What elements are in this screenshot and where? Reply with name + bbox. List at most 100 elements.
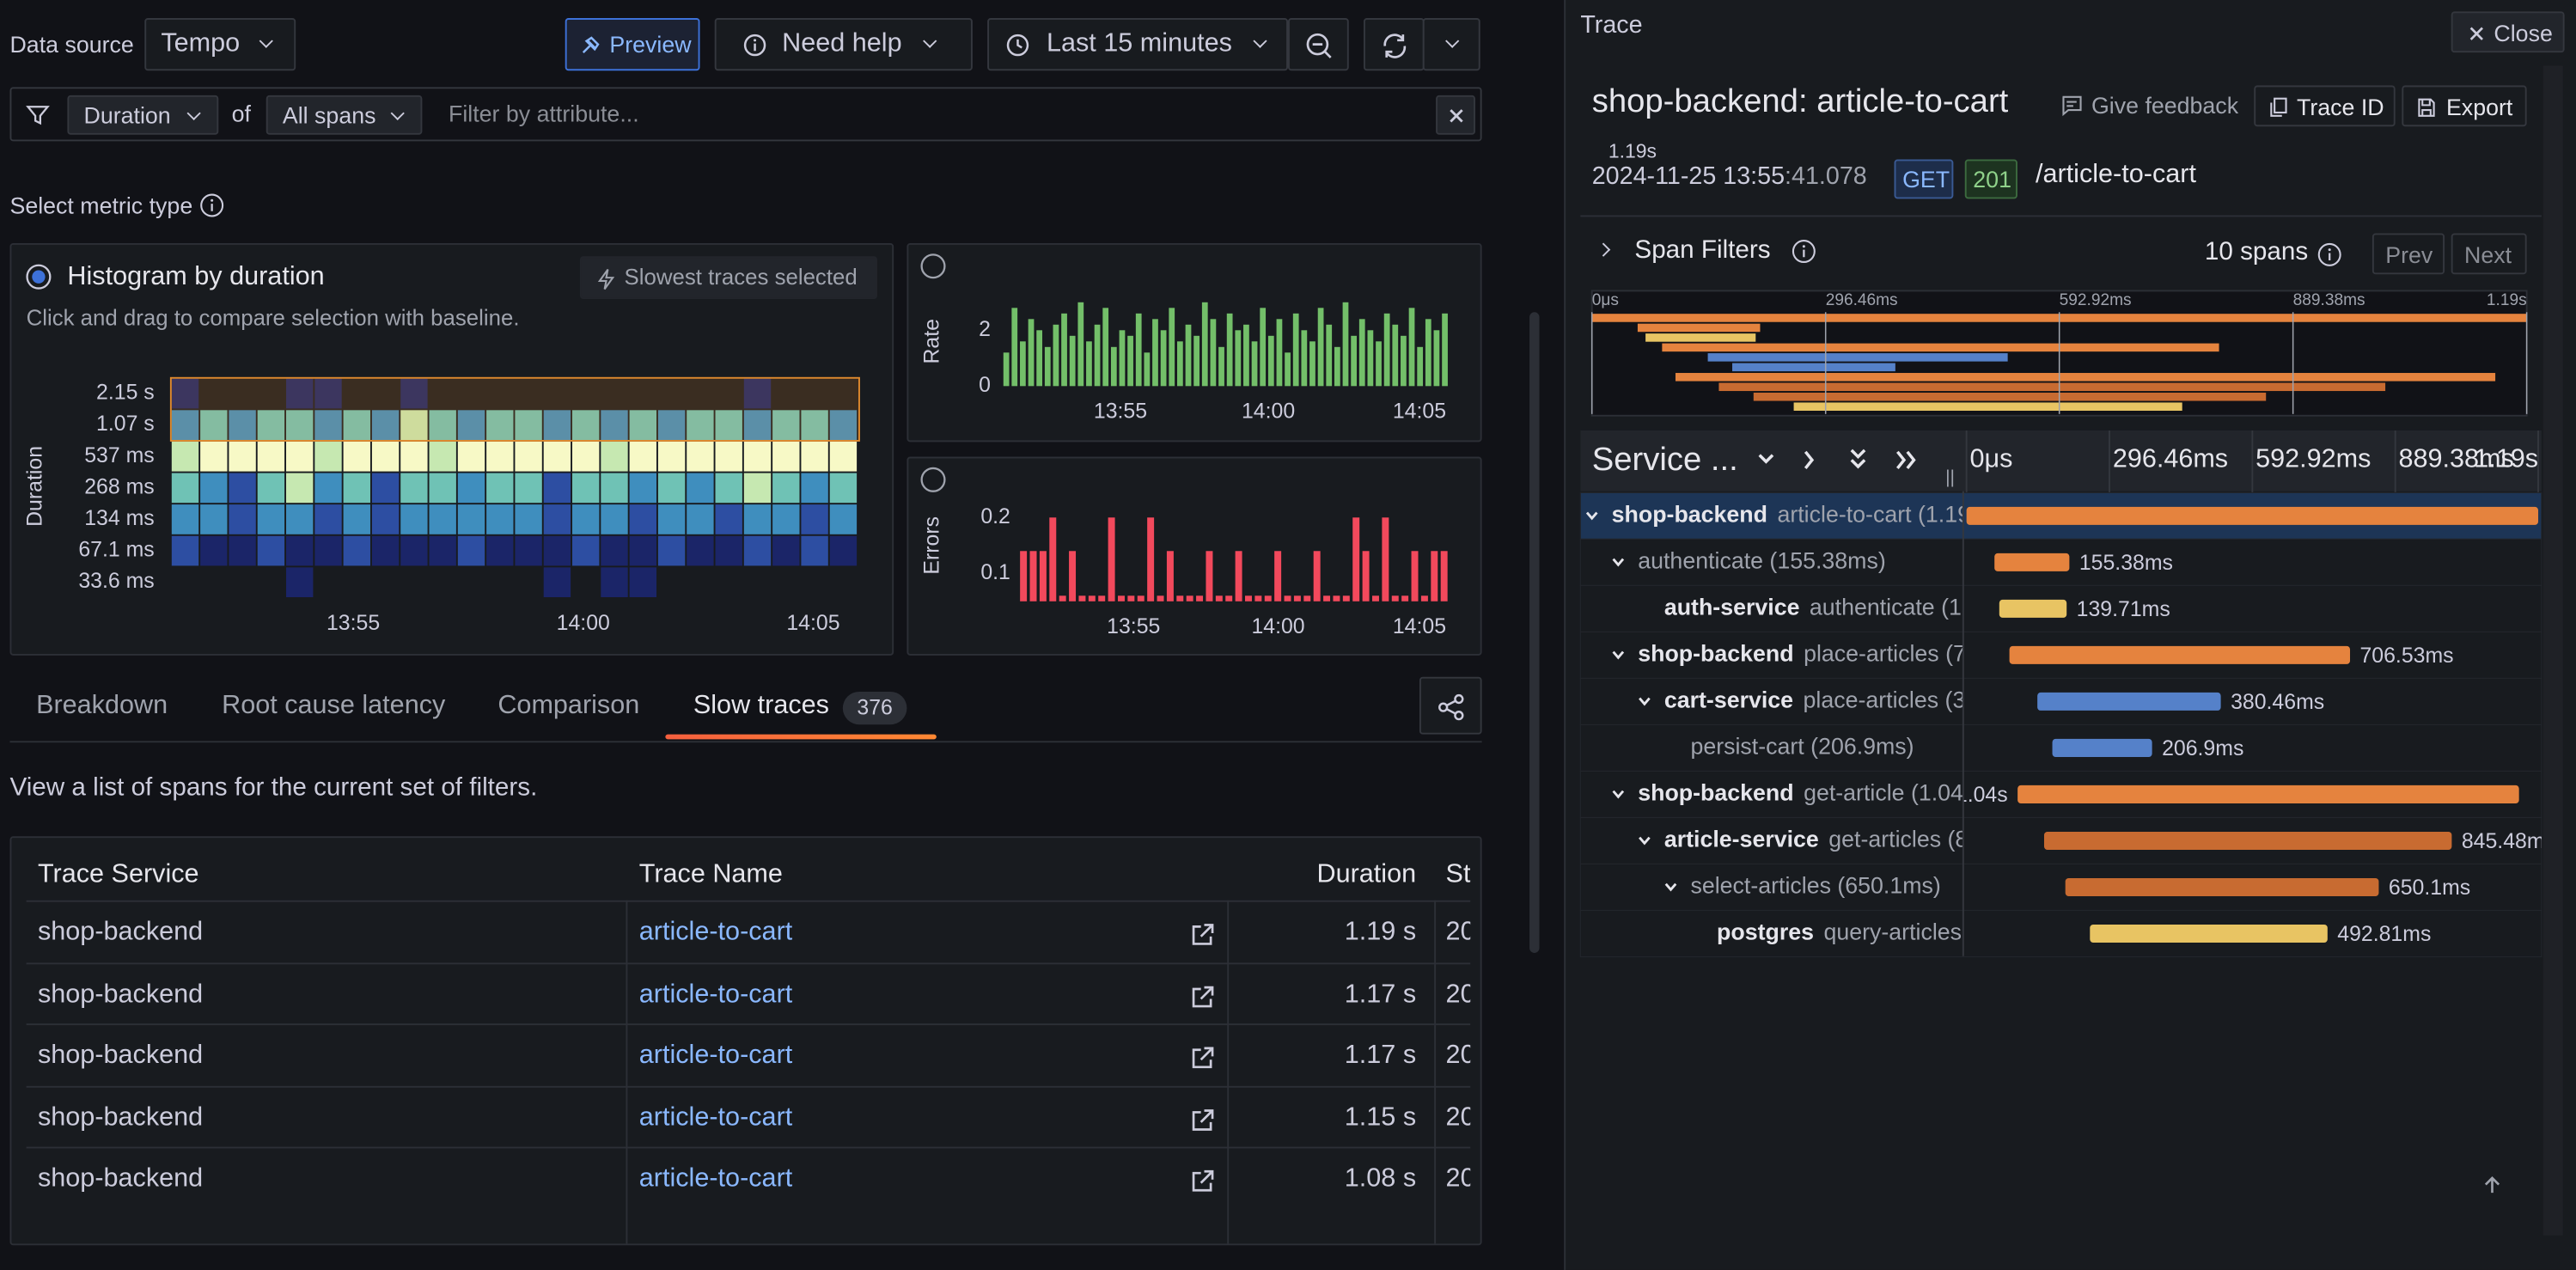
- heatmap-cell: [801, 567, 827, 597]
- status: 201: [1973, 166, 2011, 192]
- tab[interactable]: Comparison: [497, 691, 640, 720]
- method: GET: [1902, 166, 1950, 192]
- data-source-label: Data source: [9, 31, 134, 58]
- heatmap-cell: [314, 504, 342, 534]
- span-duration-label: 845.48ms: [2462, 830, 2555, 853]
- heatmap-cell: [430, 567, 456, 597]
- heatmap-cell: [743, 441, 772, 472]
- bar: [1267, 335, 1274, 387]
- heatmap-cell: [371, 535, 400, 566]
- share-button[interactable]: [1419, 676, 1482, 735]
- open-icon[interactable]: [1189, 1107, 1216, 1133]
- trace-link[interactable]: article-to-cart: [638, 1165, 793, 1194]
- table-cell: shop-backend: [37, 980, 204, 1009]
- resize-handle[interactable]: ||: [1945, 467, 1955, 487]
- span-name: shop-backend place-articles (706.53ms): [1638, 640, 2061, 666]
- tab[interactable]: Root cause latency: [222, 691, 446, 720]
- scope-select[interactable]: All spans: [266, 95, 423, 135]
- bar: [1078, 595, 1086, 601]
- open-icon[interactable]: [1189, 1045, 1216, 1072]
- info-icon: [2317, 242, 2341, 266]
- heatmap-cell: [716, 567, 742, 597]
- trace-link[interactable]: article-to-cart: [638, 1103, 793, 1132]
- span-toggle[interactable]: [1612, 558, 1625, 567]
- y-tick-label: 134 ms: [84, 507, 154, 530]
- heatmap-cell: [257, 535, 285, 566]
- x-tick-label: 13:55: [1107, 615, 1160, 638]
- span-toggle[interactable]: [1612, 650, 1625, 660]
- tab[interactable]: Slow traces: [693, 691, 829, 720]
- span-toggle[interactable]: [1585, 511, 1598, 521]
- heatmap-cell: [543, 410, 571, 441]
- feedback-link[interactable]: Give feedback: [2091, 92, 2239, 119]
- open-icon[interactable]: [1189, 922, 1216, 949]
- heatmap-cell: [772, 473, 800, 504]
- field-select[interactable]: Duration: [67, 95, 219, 135]
- heatmap-cell: [515, 504, 542, 534]
- bar: [1177, 341, 1183, 387]
- trace-link[interactable]: article-to-cart: [638, 980, 793, 1009]
- span-service: shop-backend: [1638, 780, 1793, 806]
- bar: [1264, 595, 1272, 601]
- prev-button[interactable]: Prev: [2372, 233, 2445, 275]
- bar: [1333, 595, 1340, 601]
- bar: [1326, 324, 1333, 387]
- span-toggle[interactable]: [1664, 882, 1677, 892]
- refresh-button[interactable]: [1363, 18, 1425, 71]
- open-icon[interactable]: [1189, 984, 1216, 1011]
- table-cell: 20: [1445, 1103, 1471, 1132]
- preview-button[interactable]: Preview: [565, 18, 700, 71]
- zoom-out-button[interactable]: [1288, 18, 1349, 71]
- bar: [1342, 595, 1350, 601]
- span-toggle[interactable]: [1639, 836, 1651, 846]
- span-service: postgres: [1717, 919, 1814, 945]
- trace-link[interactable]: article-to-cart: [638, 918, 793, 947]
- heatmap-cell: [830, 567, 857, 597]
- next-button[interactable]: Next: [2451, 233, 2527, 275]
- heatmap-cell: [429, 535, 456, 566]
- expand-controls[interactable]: [1751, 443, 1924, 476]
- trace-id-button[interactable]: Trace ID: [2254, 85, 2396, 127]
- heatmap-cell: [229, 535, 256, 566]
- bar: [1108, 517, 1115, 601]
- open-icon[interactable]: [1189, 1169, 1216, 1195]
- export-button[interactable]: Export: [2402, 85, 2527, 127]
- close-button[interactable]: Close: [2451, 11, 2565, 53]
- table-cell: shop-backend: [37, 1103, 204, 1132]
- bar: [1317, 308, 1324, 387]
- selection-badge: Slowest traces selected: [579, 256, 878, 299]
- refresh-interval-button[interactable]: [1422, 18, 1480, 71]
- bar: [1053, 324, 1059, 387]
- tab-count: 376: [842, 691, 907, 725]
- trace-path: /article-to-cart: [2035, 161, 2196, 189]
- heatmap-cell: [486, 567, 513, 597]
- span-toggle[interactable]: [1612, 790, 1625, 799]
- heatmap-cell: [543, 473, 571, 504]
- bar: [1028, 319, 1035, 387]
- span-toggle[interactable]: [1639, 697, 1651, 706]
- scroll-top-button[interactable]: [2481, 1173, 2504, 1196]
- span-name: select-articles (650.1ms): [1690, 873, 1940, 899]
- errors-panel[interactable]: [906, 456, 1482, 656]
- column-separator: [1434, 900, 1437, 1244]
- bar: [1119, 330, 1126, 387]
- bar: [1372, 595, 1379, 601]
- trace-link[interactable]: article-to-cart: [638, 1041, 793, 1071]
- heatmap-cell: [257, 504, 285, 534]
- bar: [1201, 302, 1208, 387]
- filter-input[interactable]: Filter by attribute...: [448, 100, 639, 127]
- time-range-picker[interactable]: Last 15 minutes: [987, 18, 1289, 71]
- span-filters[interactable]: Span Filters: [1634, 236, 1771, 265]
- clear-button[interactable]: [1436, 95, 1475, 135]
- heatmap-cell: [457, 535, 485, 566]
- heatmap-cell: [629, 473, 656, 504]
- heatmap-cell: [715, 473, 742, 504]
- heatmap-cell: [772, 410, 800, 441]
- data-source-select[interactable]: Tempo: [144, 18, 296, 71]
- bar: [1440, 551, 1448, 601]
- bar: [1420, 595, 1428, 601]
- help-button[interactable]: Need help: [714, 18, 973, 71]
- tab[interactable]: Breakdown: [36, 691, 168, 720]
- heatmap-cell: [743, 410, 772, 441]
- span-bar: [2052, 738, 2152, 757]
